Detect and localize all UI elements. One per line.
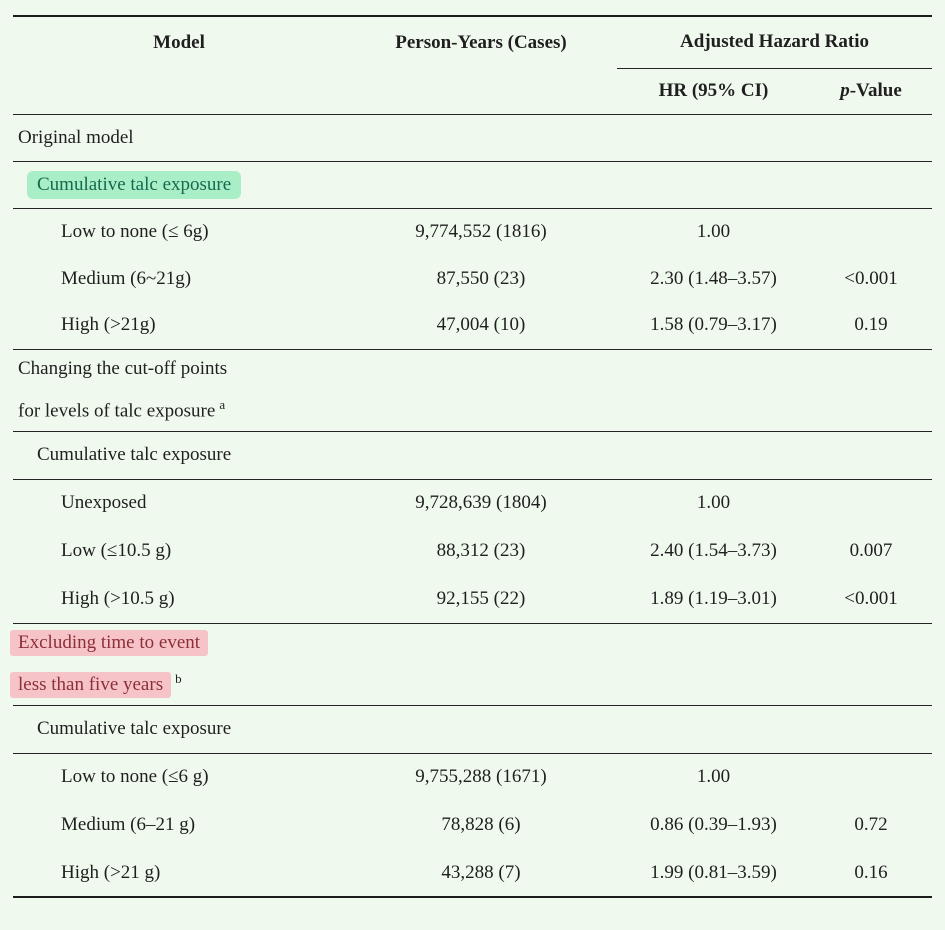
hr-cell: 1.58 (0.79–3.17) xyxy=(617,302,810,350)
pink-highlight: Excluding time to event xyxy=(10,629,209,656)
section-line: for levels of talc exposure xyxy=(18,400,216,422)
p-value-cell xyxy=(810,753,932,801)
section-label: Cumulative talc exposure xyxy=(13,431,933,480)
header-adjusted-hazard-ratio: Adjusted Hazard Ratio xyxy=(617,16,933,69)
data-row: Medium (6–21 g) 78,828 (6) 0.86 (0.39–1.… xyxy=(13,801,932,849)
model-cell: Low to none (≤6 g) xyxy=(61,766,209,788)
p-value-cell: <0.001 xyxy=(844,267,898,289)
p-value-cell xyxy=(810,479,932,527)
header-person-years: Person-Years (Cases) xyxy=(395,31,567,53)
header-hr-ci: HR (95% CI) xyxy=(617,68,810,115)
hr-cell: 0.86 (0.39–1.93) xyxy=(650,814,777,835)
person-years-cell: 9,728,639 (1804) xyxy=(415,492,547,514)
section-label-highlighted: Cumulative talc exposure xyxy=(13,161,933,209)
section-label: Original model xyxy=(13,114,933,162)
header-spacer xyxy=(345,68,617,115)
person-years-cell: 47,004 (10) xyxy=(345,302,617,350)
section-label-multiline-highlighted: Excluding time to event less than five y… xyxy=(10,623,933,706)
data-row: Low to none (≤6 g) 9,755,288 (1671) 1.00 xyxy=(13,753,932,801)
p-value-cell: <0.001 xyxy=(810,575,933,624)
section-row: Cumulative talc exposure xyxy=(13,705,933,754)
hr-cell: 1.00 xyxy=(696,220,731,242)
header-row-top: Model Person-Years (Cases) Adjusted Haza… xyxy=(13,16,933,69)
hazard-ratio-table: Model Person-Years (Cases) Adjusted Haza… xyxy=(10,15,933,898)
hr-cell: 2.30 (1.48–3.57) xyxy=(650,267,777,289)
person-years-cell: 87,550 (23) xyxy=(436,267,526,289)
green-highlight: Cumulative talc exposure xyxy=(27,170,242,199)
p-value-cell xyxy=(810,208,932,255)
pink-highlight: less than five years xyxy=(10,672,172,699)
model-cell: Medium (6~21g) xyxy=(61,267,192,289)
section-row: Changing the cut-off points for levels o… xyxy=(13,349,933,432)
p-rest: -Value xyxy=(849,80,902,101)
model-cell: Unexposed xyxy=(61,492,147,514)
hr-cell: 2.40 (1.54–3.73) xyxy=(650,540,777,561)
hr-cell: 1.89 (1.19–3.01) xyxy=(617,575,810,624)
footnote-marker-a: a xyxy=(219,396,226,412)
section-line: Changing the cut-off points xyxy=(18,357,228,379)
person-years-cell: 92,155 (22) xyxy=(345,575,617,624)
section-row: Cumulative talc exposure xyxy=(13,161,933,209)
section-row: Excluding time to event less than five y… xyxy=(10,623,933,706)
data-row: High (>21g) 47,004 (10) 1.58 (0.79–3.17)… xyxy=(13,302,933,350)
hr-cell: 1.00 xyxy=(696,492,731,514)
model-cell: Medium (6–21 g) xyxy=(61,814,196,835)
model-cell: High (>21g) xyxy=(13,302,345,350)
data-row: Low to none (≤ 6g) 9,774,552 (1816) 1.00 xyxy=(13,208,932,255)
p-italic: p xyxy=(840,80,850,101)
data-row: Low (≤10.5 g) 88,312 (23) 2.40 (1.54–3.7… xyxy=(13,527,932,575)
header-p-value: p-Value xyxy=(810,68,933,115)
person-years-cell: 88,312 (23) xyxy=(436,540,526,561)
model-cell: High (>21 g) xyxy=(61,861,161,883)
model-cell: Low (≤10.5 g) xyxy=(61,540,172,561)
hr-cell: 1.00 xyxy=(696,766,731,788)
section-row: Cumulative talc exposure xyxy=(13,431,933,480)
person-years-cell: 9,755,288 (1671) xyxy=(415,766,547,788)
section-row: Original model xyxy=(13,114,933,162)
person-years-cell: 9,774,552 (1816) xyxy=(415,220,547,242)
p-value-cell: 0.007 xyxy=(849,540,893,561)
data-row: High (>21 g) 43,288 (7) 1.99 (0.81–3.59)… xyxy=(13,849,932,897)
header-model: Model xyxy=(153,31,205,53)
data-row: Medium (6~21g) 87,550 (23) 2.30 (1.48–3.… xyxy=(13,255,932,302)
model-cell: High (>10.5 g) xyxy=(13,575,345,624)
hr-cell: 1.99 (0.81–3.59) xyxy=(650,861,777,883)
footnote-marker-b: b xyxy=(175,670,182,686)
model-cell: Low to none (≤ 6g) xyxy=(61,220,209,242)
p-value-cell: 0.72 xyxy=(854,814,888,835)
header-spacer xyxy=(13,68,345,115)
person-years-cell: 43,288 (7) xyxy=(441,861,521,883)
data-row: Unexposed 9,728,639 (1804) 1.00 xyxy=(13,479,932,527)
p-value-cell: 0.19 xyxy=(810,302,933,350)
p-value-cell: 0.16 xyxy=(854,861,888,883)
section-label: Cumulative talc exposure xyxy=(13,705,933,754)
section-label-multiline: Changing the cut-off points for levels o… xyxy=(13,349,933,432)
person-years-cell: 78,828 (6) xyxy=(441,814,521,835)
header-row-sub: HR (95% CI) p-Value xyxy=(13,68,933,115)
data-row: High (>10.5 g) 92,155 (22) 1.89 (1.19–3.… xyxy=(13,575,933,624)
